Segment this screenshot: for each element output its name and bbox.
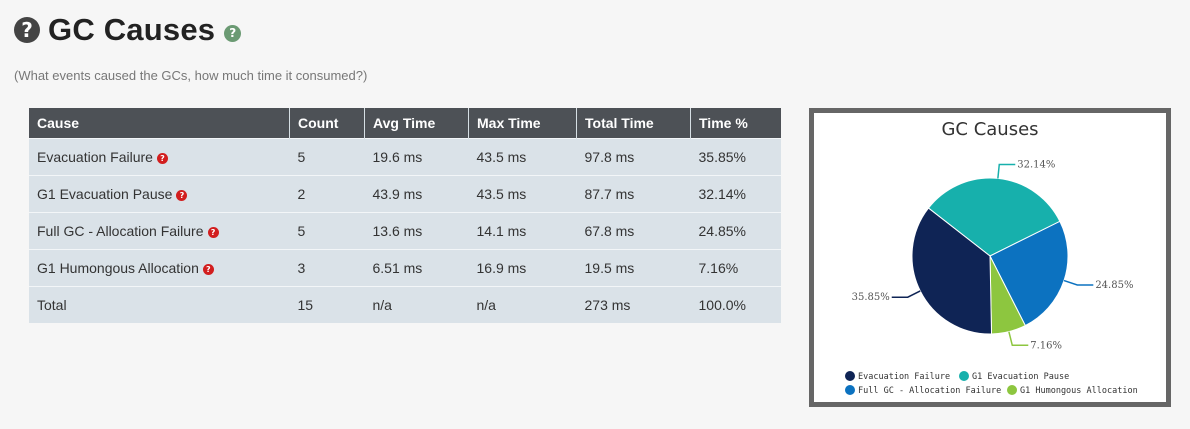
table-row: G1 Evacuation Pause? 2 43.9 ms 43.5 ms 8…: [29, 175, 781, 213]
help-icon[interactable]: ?: [156, 152, 168, 164]
header-count: Count: [289, 108, 365, 139]
cell-count: 3: [289, 249, 365, 287]
cell-max-time: 43.5 ms: [468, 175, 577, 213]
legend-swatch[interactable]: [959, 371, 969, 381]
cell-count: 15: [289, 286, 365, 323]
pie-data-label: 35.85%: [852, 292, 890, 303]
cell-avg-time: 13.6 ms: [364, 212, 469, 250]
cell-max-time: 14.1 ms: [468, 212, 577, 250]
cell-count: 5: [289, 212, 365, 250]
cause-label: Evacuation Failure: [37, 149, 153, 165]
cell-max-time: 43.5 ms: [468, 138, 577, 176]
cell-cause: Evacuation Failure?: [29, 138, 290, 176]
cause-label: Full GC - Allocation Failure: [37, 223, 204, 239]
legend-label[interactable]: G1 Evacuation Pause: [972, 372, 1069, 382]
cell-cause: Full GC - Allocation Failure?: [29, 212, 290, 250]
table-header-row: Cause Count Avg Time Max Time Total Time…: [29, 108, 781, 139]
pie-leader-line: [1008, 331, 1029, 347]
cell-max-time: n/a: [468, 286, 577, 323]
cause-label: Total: [37, 297, 67, 313]
cell-avg-time: n/a: [364, 286, 469, 323]
cell-count: 2: [289, 175, 365, 213]
legend-swatch[interactable]: [845, 371, 855, 381]
cell-time-percent: 7.16%: [690, 249, 781, 287]
cell-total-time: 97.8 ms: [576, 138, 691, 176]
cell-total-time: 87.7 ms: [576, 175, 691, 213]
question-icon[interactable]: ?: [14, 17, 40, 43]
pie-leader-line: [997, 163, 1016, 179]
page-title: GC Causes: [48, 12, 216, 47]
pie-leader-line: [1063, 279, 1094, 286]
cause-label: G1 Evacuation Pause: [37, 186, 173, 202]
cell-total-time: 273 ms: [576, 286, 691, 323]
help-icon[interactable]: ?: [202, 263, 214, 275]
legend-label[interactable]: Full GC - Allocation Failure: [858, 386, 1001, 396]
table-row-total: Total 15 n/a n/a 273 ms 100.0%: [29, 286, 781, 323]
header-cause: Cause: [29, 108, 290, 139]
cell-time-percent: 100.0%: [690, 286, 781, 323]
pie-data-label: 7.16%: [1030, 340, 1062, 351]
cell-cause: G1 Evacuation Pause?: [29, 175, 290, 213]
legend-swatch[interactable]: [845, 385, 855, 395]
cell-time-percent: 32.14%: [690, 175, 781, 213]
chart-title: GC Causes: [941, 119, 1038, 140]
pie-leader-line: [891, 290, 921, 298]
cell-time-percent: 24.85%: [690, 212, 781, 250]
header-time-percent: Time %: [690, 108, 781, 139]
help-icon[interactable]: ?: [207, 226, 219, 238]
table-row: G1 Humongous Allocation? 3 6.51 ms 16.9 …: [29, 249, 781, 287]
page-header: ? GC Causes ?: [14, 12, 242, 48]
pie-slice-full-gc-allocation-failure[interactable]: [989, 220, 1069, 327]
cell-cause: Total: [29, 286, 290, 323]
help-icon[interactable]: ?: [176, 189, 188, 201]
legend-label[interactable]: G1 Humongous Allocation: [1020, 386, 1138, 396]
legend-swatch[interactable]: [1007, 385, 1017, 395]
pie-chart-svg: GC Causes 32.14% 24.85% 7.16% 35.85% Evacua…: [845, 119, 1138, 396]
cell-total-time: 19.5 ms: [576, 249, 691, 287]
header-total-time: Total Time: [576, 108, 691, 139]
table-row: Full GC - Allocation Failure? 5 13.6 ms …: [29, 212, 781, 250]
gc-causes-pie-chart: GC Causes 32.14% 24.85% 7.16% 35.85% Evacua…: [809, 108, 1171, 407]
legend-label[interactable]: Evacuation Failure: [858, 372, 950, 382]
cause-label: G1 Humongous Allocation: [37, 260, 199, 276]
table-row: Evacuation Failure? 5 19.6 ms 43.5 ms 97…: [29, 138, 781, 176]
page-subtitle: (What events caused the GCs, how much ti…: [14, 68, 368, 83]
cell-avg-time: 19.6 ms: [364, 138, 469, 176]
cell-time-percent: 35.85%: [690, 138, 781, 176]
pie-data-label: 32.14%: [1017, 159, 1055, 170]
cell-count: 5: [289, 138, 365, 176]
cell-total-time: 67.8 ms: [576, 212, 691, 250]
header-max-time: Max Time: [468, 108, 577, 139]
cell-max-time: 16.9 ms: [468, 249, 577, 287]
cell-avg-time: 6.51 ms: [364, 249, 469, 287]
info-help-icon[interactable]: ?: [224, 24, 242, 42]
cell-avg-time: 43.9 ms: [364, 175, 469, 213]
header-avg-time: Avg Time: [364, 108, 469, 139]
cell-cause: G1 Humongous Allocation?: [29, 249, 290, 287]
pie-data-label: 24.85%: [1095, 280, 1133, 291]
gc-causes-table: Cause Count Avg Time Max Time Total Time…: [29, 108, 781, 323]
